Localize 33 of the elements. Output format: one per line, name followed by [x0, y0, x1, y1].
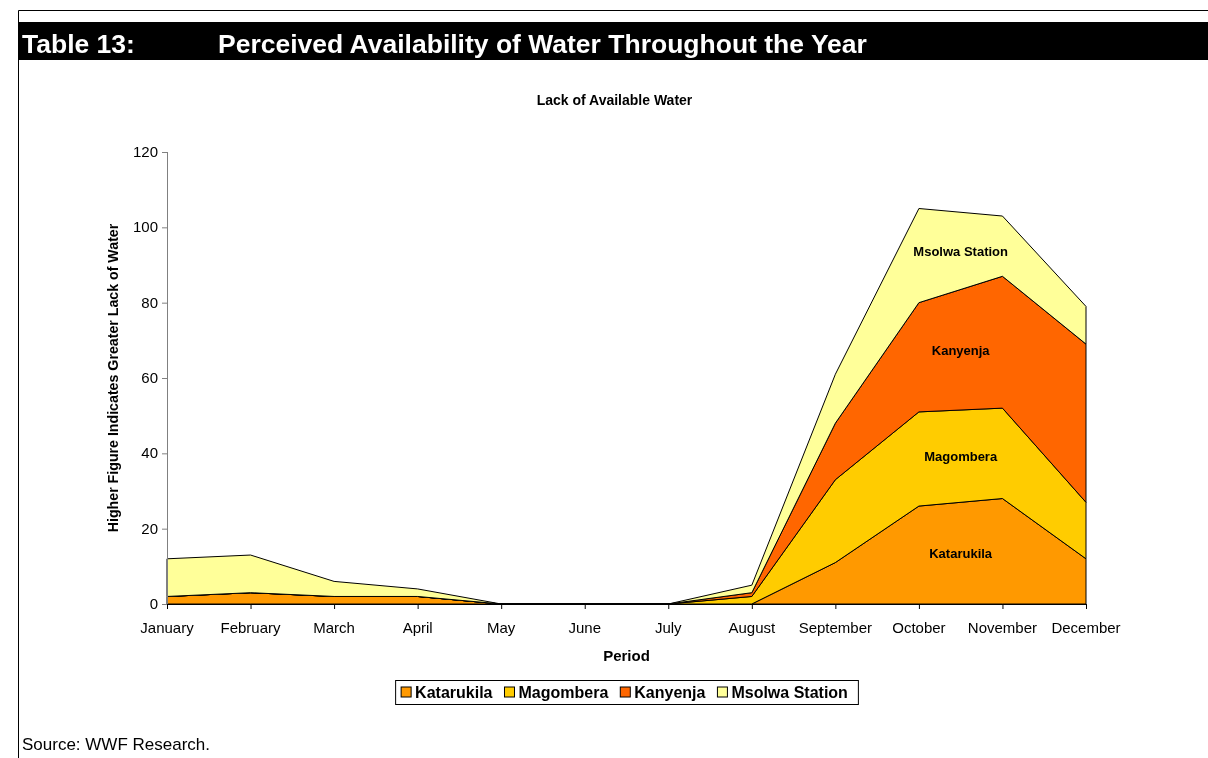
y-axis-title: Higher Figure Indicates Greater Lack of Water	[105, 223, 121, 533]
y-tick-label: 60	[141, 369, 158, 386]
y-tick-label: 40	[141, 444, 158, 462]
caption: Table 13:	[22, 29, 135, 59]
x-axis-title: Period	[603, 647, 650, 664]
legend-label: Katarukila	[415, 684, 493, 701]
text: Katarukila	[929, 546, 993, 562]
y-tick-label: 80	[141, 293, 158, 311]
text: Msolwa Station	[913, 243, 1008, 259]
chart-subtitle: Lack of Available Water	[536, 92, 693, 108]
x-tick-label: May	[487, 619, 516, 636]
x-tick-label: October	[892, 619, 946, 636]
legend-label: Kanyenja	[634, 684, 706, 701]
x-tick-label: November	[967, 619, 1038, 636]
y-tick-label: 100	[132, 218, 158, 236]
y-tick-label: 20	[141, 519, 158, 537]
y-tick-label: 0	[149, 595, 158, 612]
x-tick-label: April	[402, 619, 433, 636]
x-tick-label: September	[798, 619, 873, 636]
x-tick-label: June	[568, 619, 601, 636]
legend-label: Msolwa Station	[731, 684, 848, 701]
text: Magombera	[924, 449, 998, 465]
x-tick-label: January	[140, 619, 195, 636]
legend-label: Magombera	[518, 684, 609, 701]
x-tick-label: February	[220, 619, 282, 636]
x-tick-label: December	[1051, 619, 1121, 636]
x-tick-label: March	[313, 619, 355, 636]
x-tick-label: August	[728, 619, 776, 636]
text: Kanyenja	[931, 342, 990, 358]
x-tick-label: July	[654, 619, 683, 636]
source-note: Source: WWF Research.	[22, 735, 210, 754]
y-tick-label: 120	[132, 143, 158, 160]
chart-title: Perceived Availability of Water Throughout the Year	[218, 29, 867, 59]
